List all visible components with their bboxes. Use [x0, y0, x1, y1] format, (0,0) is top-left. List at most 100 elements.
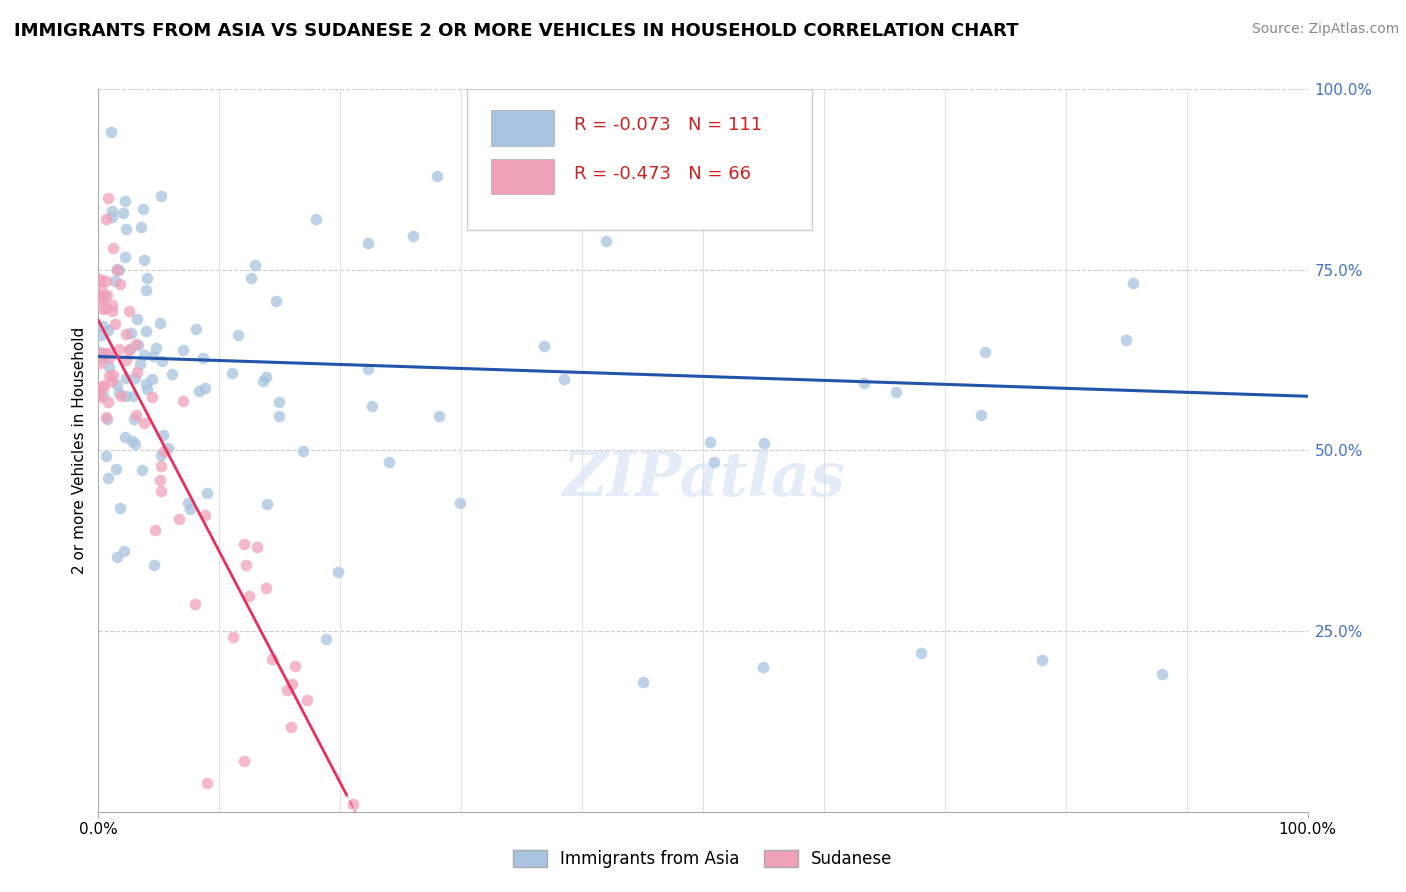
Point — [150, 354, 173, 368]
Point — [129, 220, 152, 235]
Point — [124, 437, 146, 451]
Point — [122, 412, 145, 426]
Point — [124, 371, 146, 385]
Point — [97, 359, 120, 374]
Point — [172, 343, 194, 357]
Point — [177, 496, 200, 510]
Point — [1122, 276, 1144, 290]
Point — [357, 236, 380, 251]
Point — [115, 327, 138, 342]
Point — [97, 345, 120, 359]
Point — [167, 512, 190, 526]
Point — [89, 385, 111, 400]
Point — [276, 682, 298, 697]
Point — [145, 342, 167, 356]
Point — [89, 272, 111, 286]
FancyBboxPatch shape — [492, 159, 554, 194]
Point — [89, 275, 111, 289]
Point — [703, 455, 725, 469]
Point — [238, 590, 260, 604]
Point — [105, 377, 128, 392]
Point — [112, 544, 135, 558]
Point — [142, 558, 165, 572]
FancyBboxPatch shape — [492, 110, 554, 145]
Point — [108, 500, 131, 515]
Point — [97, 191, 120, 205]
Point — [449, 496, 471, 510]
Point — [110, 388, 132, 402]
Point — [111, 206, 134, 220]
Point — [89, 289, 111, 303]
Point — [194, 508, 217, 522]
Text: R = -0.073   N = 111: R = -0.073 N = 111 — [574, 116, 762, 135]
Point — [149, 189, 172, 203]
Point — [132, 417, 155, 431]
Point — [91, 351, 114, 365]
Point — [125, 312, 148, 326]
Point — [136, 382, 159, 396]
Point — [114, 194, 136, 208]
Point — [232, 537, 254, 551]
Point — [115, 371, 138, 385]
Point — [122, 388, 145, 402]
Point — [269, 409, 291, 423]
Point — [135, 283, 157, 297]
FancyBboxPatch shape — [467, 89, 811, 230]
Point — [269, 395, 291, 409]
Point — [160, 367, 183, 381]
Point — [853, 376, 876, 391]
Point — [91, 293, 114, 307]
Point — [101, 241, 124, 255]
Point — [195, 486, 218, 500]
Point — [128, 357, 150, 371]
Text: ZIPatlas: ZIPatlas — [561, 450, 845, 509]
Point — [105, 262, 128, 277]
Point — [149, 473, 172, 487]
Point — [172, 394, 194, 409]
Point — [553, 371, 575, 385]
Point — [89, 356, 111, 370]
Point — [91, 302, 114, 317]
Point — [256, 369, 278, 384]
Point — [121, 434, 143, 449]
Point — [910, 646, 932, 660]
Point — [107, 263, 129, 277]
Point — [510, 205, 533, 219]
Point — [96, 449, 118, 463]
Point — [93, 379, 115, 393]
Point — [254, 581, 277, 595]
Point — [125, 365, 148, 379]
Point — [342, 797, 364, 812]
Point — [402, 228, 425, 243]
Point — [90, 328, 112, 343]
Point — [107, 386, 129, 401]
Point — [132, 348, 155, 362]
Point — [752, 133, 775, 147]
Point — [884, 385, 907, 400]
Point — [974, 344, 997, 359]
Point — [157, 441, 180, 455]
Point — [101, 298, 124, 312]
Point — [93, 347, 115, 361]
Point — [134, 252, 156, 267]
Point — [1115, 333, 1137, 347]
Point — [115, 352, 138, 367]
Point — [101, 368, 124, 383]
Point — [246, 540, 269, 554]
Point — [179, 502, 201, 516]
Point — [101, 304, 124, 318]
Point — [149, 449, 172, 463]
Point — [240, 271, 263, 285]
Point — [114, 430, 136, 444]
Point — [104, 274, 127, 288]
Point — [141, 372, 163, 386]
Point — [970, 408, 993, 422]
Point — [114, 389, 136, 403]
Point — [96, 412, 118, 426]
Point — [104, 317, 127, 331]
Point — [101, 204, 124, 219]
Point — [252, 374, 274, 388]
Point — [232, 754, 254, 768]
Point — [149, 316, 172, 330]
Point — [361, 399, 384, 413]
